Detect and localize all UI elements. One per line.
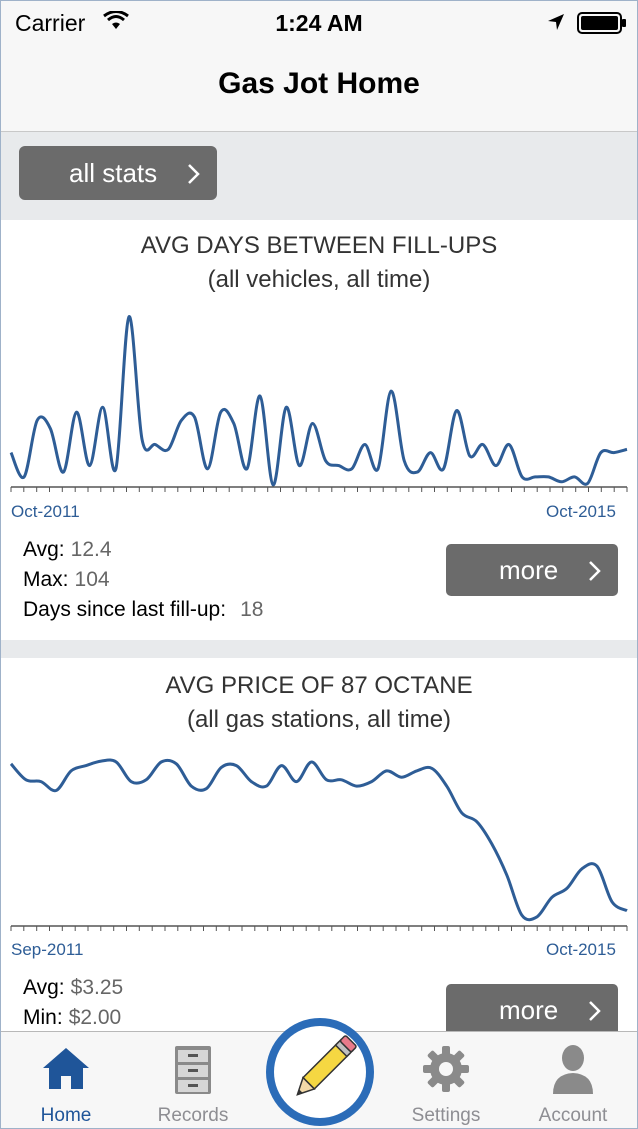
stat-days-since: Days since last fill-up: 18 (23, 598, 263, 622)
fillup-interval-chart[interactable] (1, 295, 637, 495)
file-cabinet-icon (175, 1046, 211, 1094)
x-axis-start-label: Oct-2011 (11, 502, 80, 521)
series-line (9, 315, 628, 487)
fillup-interval-card: AVG DAYS BETWEEN FILL-UPS (all vehicles,… (1, 220, 637, 639)
home-icon (43, 1048, 89, 1089)
card-title: AVG DAYS BETWEEN FILL-UPS (140, 232, 498, 259)
tab-label: Records (157, 1105, 229, 1126)
more-label: more (499, 995, 559, 1025)
stat-max: Max: 104 (23, 568, 110, 592)
stat-label: Min: (23, 1006, 63, 1029)
fuel-price-chart[interactable] (1, 738, 637, 936)
stat-value: $2.00 (68, 1006, 122, 1029)
stat-min: Min: $2.00 (23, 1006, 121, 1030)
more-button[interactable]: more (446, 984, 618, 1036)
page-title: Gas Jot Home (218, 67, 420, 100)
series-line (9, 758, 628, 922)
clock: 1:24 AM (275, 10, 363, 36)
stat-label: Max: (23, 568, 69, 591)
x-axis-start-label: Sep-2011 (11, 940, 84, 959)
stat-value: 104 (74, 568, 110, 591)
all-stats-label: all stats (69, 158, 158, 188)
more-button[interactable]: more (446, 544, 618, 596)
stat-value: $3.25 (70, 976, 124, 999)
battery-icon (577, 12, 626, 34)
tab-settings[interactable]: Settings (391, 1032, 501, 1128)
chevron-right-icon (188, 164, 200, 184)
card-subtitle: (all gas stations, all time) (186, 706, 452, 733)
tab-label: Settings (411, 1105, 481, 1126)
stat-label: Avg: (23, 976, 65, 999)
stats-toolbar: all stats (1, 132, 637, 220)
carrier-label: Carrier (15, 10, 86, 36)
new-entry-button[interactable] (266, 1018, 374, 1126)
stat-value: 18 (240, 598, 264, 621)
stat-avg: Avg: $3.25 (23, 976, 123, 1000)
all-stats-button[interactable]: all stats (19, 146, 217, 200)
status-bar: Carrier 1:24 AM (1, 1, 637, 45)
x-axis-end-label: Oct-2015 (546, 502, 616, 521)
stat-value: 12.4 (70, 538, 112, 561)
tab-label: Home (40, 1105, 92, 1126)
x-axis-end-label: Oct-2015 (546, 940, 616, 959)
pencil-icon (296, 1035, 357, 1096)
more-label: more (499, 555, 559, 585)
fuel-price-card: AVG PRICE OF 87 OCTANE (all gas stations… (1, 658, 637, 1036)
stat-avg: Avg: 12.4 (23, 538, 112, 562)
card-subtitle: (all vehicles, all time) (207, 266, 431, 293)
tab-label: Account (538, 1105, 608, 1126)
wifi-icon (103, 11, 129, 29)
card-title: AVG PRICE OF 87 OCTANE (165, 672, 473, 699)
tab-records[interactable]: Records (138, 1032, 248, 1128)
tab-account[interactable]: Account (518, 1032, 628, 1128)
tab-home[interactable]: Home (11, 1032, 121, 1128)
stat-label: Days since last fill-up: (23, 598, 227, 621)
chevron-right-icon (589, 561, 601, 581)
person-icon (553, 1045, 593, 1094)
card-separator (1, 640, 637, 658)
chevron-right-icon (589, 1001, 601, 1021)
location-arrow-icon (548, 14, 564, 30)
navigation-bar: Gas Jot Home (1, 45, 637, 132)
gear-icon (423, 1046, 469, 1092)
stat-label: Avg: (23, 538, 65, 561)
